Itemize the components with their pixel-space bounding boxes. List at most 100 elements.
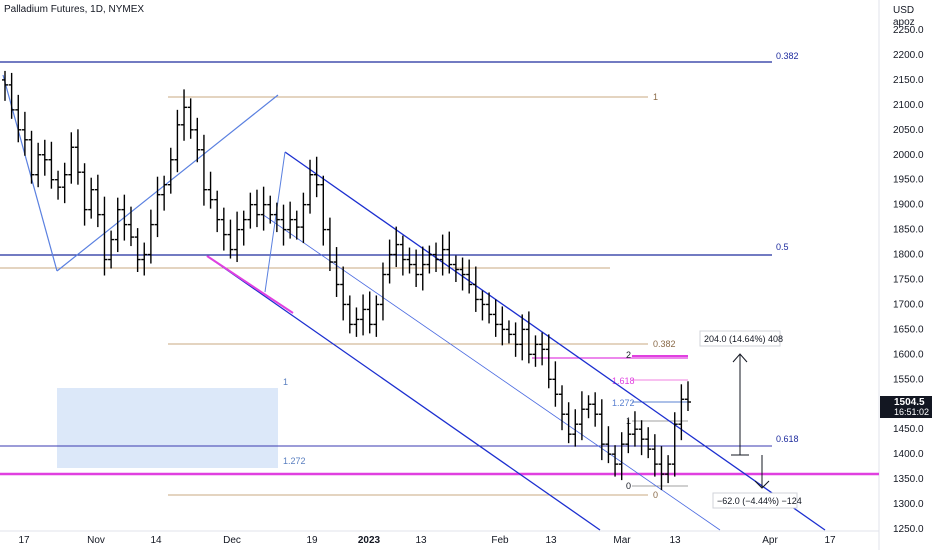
- zone-label-bottom: 1.272: [283, 456, 306, 466]
- ohlc-bar: [207, 171, 214, 209]
- price-tick-label: 2200.0: [893, 50, 924, 61]
- chart-title: Palladium Futures, 1D, NYMEX: [4, 4, 145, 15]
- fib-label-0618: 0.618: [776, 434, 799, 444]
- ohlc-bar: [373, 295, 380, 337]
- ohlc-bar: [167, 147, 174, 194]
- trend-leg-2[interactable]: [56, 94, 279, 272]
- time-tick-label: Mar: [613, 535, 631, 546]
- channel-mid[interactable]: [261, 213, 721, 531]
- channel-lower[interactable]: [206, 255, 601, 531]
- trend-leg-3[interactable]: [264, 151, 286, 293]
- measure-up-label: 204.0 (14.64%) 408: [704, 334, 783, 344]
- ohlc-bar: [181, 89, 188, 141]
- ohlc-bar: [287, 201, 294, 239]
- ohlc-bar: [8, 72, 15, 119]
- ohlc-bar: [665, 455, 672, 484]
- price-tick-label: 1750.0: [893, 275, 924, 286]
- ohlc-bar: [472, 266, 479, 312]
- ohlc-bar: [74, 129, 81, 185]
- time-tick-label: Apr: [762, 535, 778, 546]
- ohlc-bar: [413, 249, 420, 287]
- fib-label-brown-0382: 0.382: [653, 339, 676, 349]
- ohlc-bar: [618, 432, 625, 481]
- price-tick-label: 2100.0: [893, 100, 924, 111]
- ohlc-bar: [147, 209, 154, 264]
- ohlc-bar: [605, 426, 612, 464]
- ohlc-bar: [426, 245, 433, 274]
- ohlc-bar: [545, 334, 552, 389]
- ohlc-bar: [234, 211, 241, 263]
- price-tick-label: 1850.0: [893, 225, 924, 236]
- ohlc-bar: [101, 196, 108, 276]
- ohlc-bar: [194, 117, 201, 163]
- price-tick-label: 1300.0: [893, 499, 924, 510]
- currency-label: USD: [893, 5, 914, 16]
- ohlc-bar: [393, 226, 400, 268]
- price-tick-label: 1550.0: [893, 374, 924, 385]
- zone-label-top: 1: [283, 377, 288, 387]
- magenta-segment[interactable]: [206, 255, 294, 314]
- ohlc-bar: [592, 392, 599, 427]
- ohlc-bar: [55, 170, 62, 200]
- current-price-value: 1504.5: [894, 397, 925, 408]
- measure-down-box: [712, 492, 798, 509]
- price-axis[interactable]: 2250.0 2200.0 2150.0 2100.0 2050.0 2000.0 1950…: [893, 25, 924, 535]
- zone-rectangle[interactable]: [57, 388, 278, 468]
- price-tick-label: 1450.0: [893, 424, 924, 435]
- ohlc-bar: [340, 266, 347, 321]
- ohlc-bar: [433, 242, 440, 273]
- price-tick-label: 1400.0: [893, 449, 924, 460]
- price-tick-label: 1700.0: [893, 299, 924, 310]
- ohlc-bar: [2, 70, 8, 101]
- ohlc-bar: [452, 255, 459, 282]
- ohlc-bar: [240, 210, 247, 246]
- channel-upper[interactable]: [284, 151, 826, 531]
- ohlc-bar: [88, 177, 95, 219]
- ohlc-bar: [565, 402, 572, 444]
- ohlc-bar: [519, 314, 526, 361]
- time-tick-label: 17: [824, 535, 836, 546]
- ohlc-bar: [678, 384, 685, 441]
- time-axis[interactable]: 17 Nov 14 Dec 19 2023 13 Feb 13 Mar 13 Apr 17: [18, 535, 836, 546]
- ext-label-1618: 1.618: [612, 376, 635, 386]
- ohlc-bar: [479, 290, 486, 321]
- ohlc-bar: [21, 111, 28, 156]
- price-tick-label: 1350.0: [893, 474, 924, 485]
- ohlc-bar: [15, 94, 22, 143]
- fib-label-brown-0: 0: [653, 490, 658, 500]
- price-tick-label: 1600.0: [893, 349, 924, 360]
- time-tick-label: 19: [306, 535, 318, 546]
- current-price-tag: [880, 396, 932, 418]
- ohlc-bar: [399, 235, 406, 276]
- ohlc-bar: [559, 385, 566, 431]
- price-tick-label: 1250.0: [893, 524, 924, 535]
- ohlc-bar: [200, 134, 207, 206]
- ohlc-bar: [68, 132, 75, 184]
- ohlc-bar: [247, 192, 254, 229]
- ohlc-bar: [134, 228, 141, 273]
- measure-down-arrow-icon: [754, 480, 770, 489]
- ohlc-bar: [141, 242, 148, 276]
- ohlc-bar: [41, 139, 48, 176]
- ohlc-bar: [35, 142, 42, 188]
- unit-label: apoz: [893, 17, 915, 28]
- ohlc-bar: [585, 395, 592, 419]
- ohlc-bar: [94, 174, 101, 228]
- ohlc-bar: [253, 189, 260, 228]
- ohlc-bar: [267, 195, 274, 224]
- ohlc-bar: [174, 109, 181, 173]
- fib-label-05: 0.5: [776, 242, 789, 252]
- ext-label-1272: 1.272: [612, 398, 635, 408]
- price-tick-label: 2000.0: [893, 150, 924, 161]
- ohlc-bar: [81, 163, 88, 226]
- time-tick-label: Feb: [491, 535, 509, 546]
- ohlc-bar: [532, 335, 539, 367]
- ohlc-bar: [220, 207, 227, 251]
- ohlc-bar: [525, 311, 532, 364]
- fib-label-0382: 0.382: [776, 51, 799, 61]
- ohlc-bar: [214, 190, 221, 233]
- ohlc-bar: [108, 230, 115, 269]
- ohlc-bar: [638, 420, 645, 456]
- ohlc-bar: [625, 419, 632, 454]
